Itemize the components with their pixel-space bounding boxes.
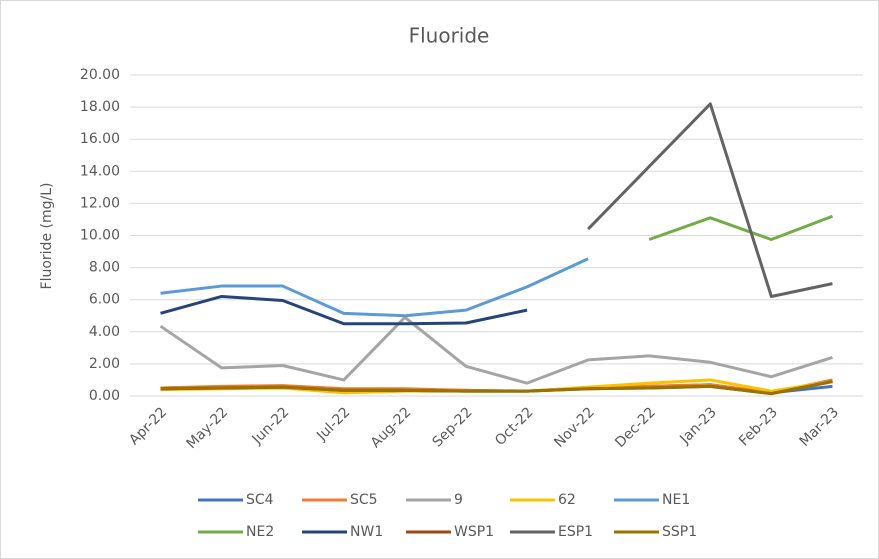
- y-axis-label: Fluoride (mg/L): [39, 183, 55, 290]
- legend-label: NE2: [246, 524, 274, 540]
- legend-label: SSP1: [662, 524, 697, 540]
- series-line: [648, 214, 833, 242]
- legend-label: SC5: [350, 492, 378, 508]
- legend-label: WSP1: [454, 524, 494, 540]
- y-tick-label: 8.00: [89, 260, 120, 276]
- y-tick-label: 10.00: [80, 228, 120, 244]
- y-tick-label: 6.00: [89, 292, 120, 308]
- legend-label: NE1: [662, 492, 690, 508]
- y-tick-label: 4.00: [89, 324, 120, 340]
- legend-label: 9: [454, 492, 463, 508]
- legend-label: NW1: [350, 524, 383, 540]
- series-line: [159, 315, 833, 385]
- y-tick-label: 16.00: [80, 131, 120, 147]
- y-tick-label: 2.00: [89, 356, 120, 372]
- y-tick-label: 20.00: [80, 67, 120, 83]
- legend-label: ESP1: [558, 524, 593, 540]
- series-line: [160, 380, 833, 396]
- chart-title: Fluoride: [409, 24, 490, 48]
- series-line: [160, 257, 589, 318]
- legend-label: 62: [558, 492, 576, 508]
- y-tick-label: 18.00: [80, 99, 120, 115]
- y-tick-label: 0.00: [89, 388, 120, 404]
- y-tick-label: 14.00: [80, 163, 120, 179]
- legend-label: SC4: [246, 492, 274, 508]
- series-line: [160, 294, 528, 326]
- series-line: [587, 102, 833, 298]
- y-tick-label: 12.00: [80, 195, 120, 211]
